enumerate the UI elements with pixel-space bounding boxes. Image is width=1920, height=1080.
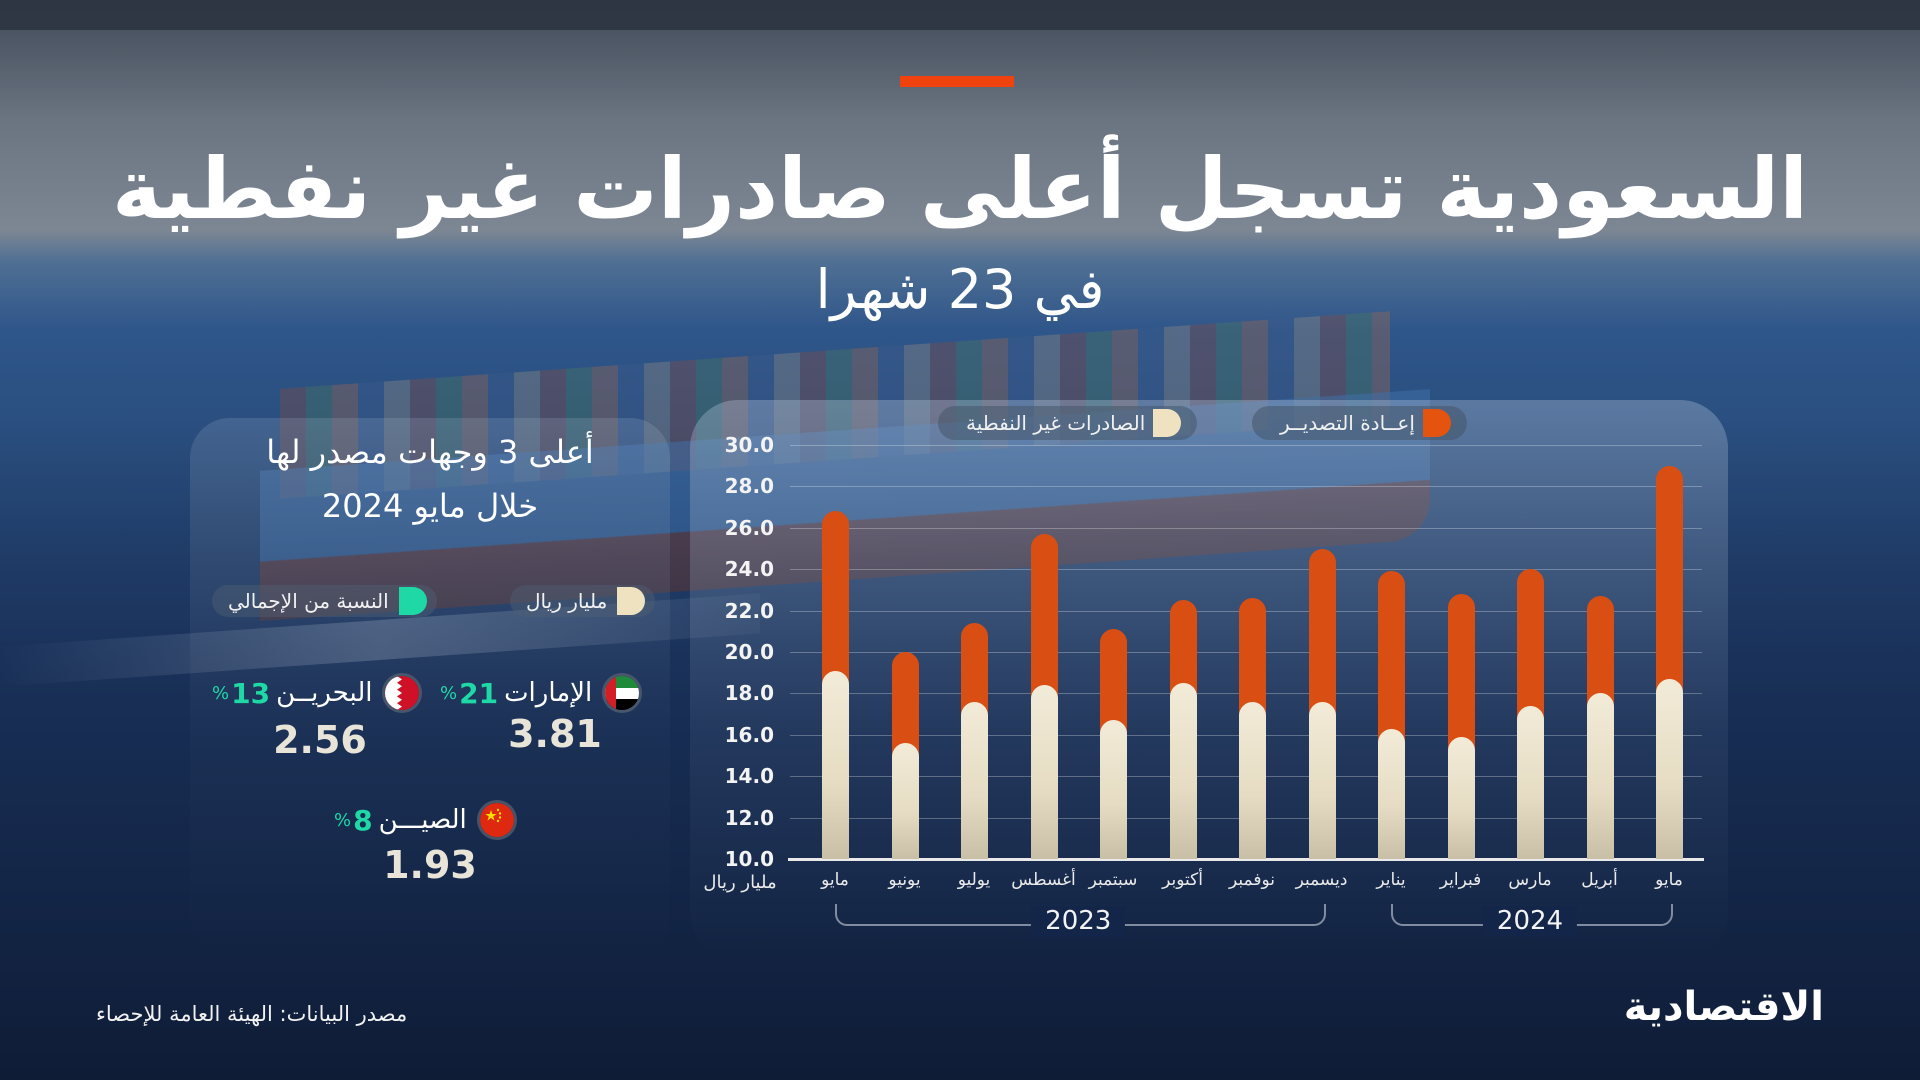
y-tick-label: 12.0 <box>724 805 774 830</box>
country-share: 21 <box>459 676 499 710</box>
bar-non-oil <box>1239 701 1266 859</box>
gridline <box>790 445 1702 446</box>
country-china: الصيـــن 8 % <box>334 800 517 840</box>
legend-value-unit: مليار ريال <box>510 585 656 617</box>
x-tick-label: سبتمبر <box>1088 870 1138 890</box>
legend-share: النسبة من الإجمالي <box>212 585 437 617</box>
legend-reexport: إعــادة التصديــر <box>1252 406 1467 440</box>
y-tick-label: 18.0 <box>724 681 774 706</box>
percent-sign: % <box>440 682 458 704</box>
bar-non-oil <box>1169 683 1197 859</box>
country-name: البحريــن <box>276 678 373 708</box>
x-axis-baseline <box>788 858 1704 861</box>
x-tick-label: أغسطس <box>1011 870 1076 890</box>
bar-non-oil <box>1517 705 1544 859</box>
country-value-uae: 3.81 <box>508 712 602 756</box>
bahrain-flag-icon <box>382 673 423 713</box>
top-destinations-title-line2: خلال مايو 2024 <box>321 487 539 525</box>
country-share: 8 <box>353 803 373 837</box>
country-value-china: 1.93 <box>383 843 477 887</box>
y-tick-label: 10.0 <box>724 847 774 871</box>
x-tick-label: يونيو <box>888 870 921 890</box>
y-tick-label: 30.0 <box>724 433 774 457</box>
year-label: 2023 <box>1031 906 1126 936</box>
legend-swatch-teal-icon <box>398 587 427 615</box>
legend-share-label: النسبة من الإجمالي <box>228 589 389 613</box>
x-tick-label: أبريل <box>1581 870 1618 890</box>
bar-non-oil <box>891 743 919 859</box>
percent-sign: % <box>334 809 352 831</box>
legend-non-oil: الصادرات غير النفطية <box>938 406 1198 440</box>
bar-non-oil <box>822 670 849 859</box>
data-source: مصدر البيانات: الهيئة العامة للإحصاء <box>96 1002 408 1026</box>
page-title: السعودية تسجل أعلى صادرات غير نفطية <box>111 140 1809 238</box>
legend-reexport-label: إعــادة التصديــر <box>1280 411 1415 435</box>
top-strip <box>0 0 1920 30</box>
y-tick-label: 16.0 <box>724 722 774 747</box>
x-tick-label: مايو <box>821 870 849 890</box>
china-flag-icon <box>476 800 517 840</box>
y-tick-label: 24.0 <box>724 557 774 582</box>
top-destinations-title: أعلى 3 وجهات مصدر لها خلال مايو 2024 <box>200 425 660 533</box>
y-tick-label: 28.0 <box>724 474 774 499</box>
y-axis-unit: مليار ريال <box>703 872 777 893</box>
country-name: الصيـــن <box>378 805 467 835</box>
country-name: الإمارات <box>504 678 593 708</box>
legend-swatch-cream-icon <box>1153 409 1182 437</box>
x-tick-label: ديسمبر <box>1295 870 1348 890</box>
y-tick-label: 14.0 <box>724 764 774 789</box>
bar-non-oil <box>1378 728 1405 859</box>
percent-sign: % <box>212 682 230 704</box>
country-uae: الإمارات 21 % <box>440 673 643 713</box>
bar-non-oil <box>1656 678 1683 859</box>
chart-panel <box>690 400 1728 960</box>
gridline <box>790 569 1702 571</box>
legend-non-oil-label: الصادرات غير النفطية <box>966 411 1146 435</box>
x-tick-label: يوليو <box>957 870 991 890</box>
y-tick-label: 22.0 <box>724 598 774 623</box>
legend-swatch-orange-icon <box>1422 409 1451 437</box>
legend-swatch-cream-icon <box>617 587 646 615</box>
top-destinations-panel <box>190 418 670 958</box>
bar-non-oil <box>1308 701 1336 859</box>
gridline <box>790 486 1702 488</box>
bar-non-oil <box>961 701 988 859</box>
year-label: 2024 <box>1482 906 1578 936</box>
country-bahrain: البحريــن 13 % <box>212 673 423 713</box>
x-tick-label: فبراير <box>1439 870 1482 890</box>
bar-non-oil <box>1030 685 1058 859</box>
y-tick-label: 20.0 <box>724 640 774 664</box>
brand-logo: الاقتصادية <box>1623 984 1825 1030</box>
bar-non-oil <box>1586 693 1614 859</box>
x-tick-label: نوفمبر <box>1229 870 1275 890</box>
bar-non-oil <box>1447 736 1475 859</box>
x-tick-label: يناير <box>1376 870 1406 890</box>
x-tick-label: مارس <box>1508 870 1552 890</box>
gridline <box>790 527 1702 529</box>
page-subtitle: في 23 شهرا <box>815 258 1105 321</box>
y-tick-label: 26.0 <box>724 515 774 540</box>
legend-value-label: مليار ريال <box>526 589 608 613</box>
x-tick-label: مايو <box>1655 870 1683 890</box>
x-tick-label: أكتوبر <box>1162 870 1203 890</box>
title-accent-bar <box>900 76 1014 87</box>
uae-flag-icon <box>602 673 643 713</box>
bar-non-oil <box>1100 720 1127 859</box>
top-destinations-title-line1: أعلى 3 وجهات مصدر لها <box>266 433 594 471</box>
country-share: 13 <box>231 676 271 710</box>
country-value-bahrain: 2.56 <box>273 718 367 762</box>
